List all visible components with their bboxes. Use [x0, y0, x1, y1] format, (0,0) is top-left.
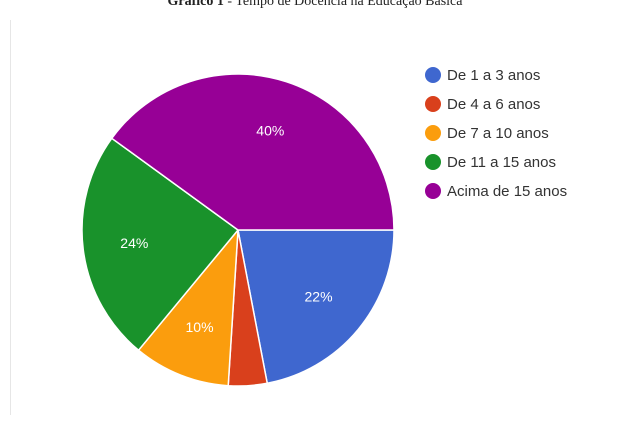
slice-label-de-11-a-15-anos: 24%: [120, 235, 148, 251]
pie-slice-de-11-a-15-anos: [81, 137, 240, 352]
slice-label-de-1-a-3-anos: 22%: [305, 289, 333, 305]
legend-marker-de-4-a-6-anos: [425, 96, 441, 112]
pie-slice-labels: 22% 10% 24% 40%: [120, 123, 332, 336]
pie-slice-acima-de-15-anos: [110, 73, 395, 231]
slice-label-acima-de-15-anos: 40%: [256, 123, 284, 139]
legend-label-de-7-a-10-anos: De 7 a 10 anos: [447, 125, 549, 142]
legend-marker-de-1-a-3-anos: [425, 67, 441, 83]
pie-slices: [81, 73, 395, 387]
legend-label-acima-de-15-anos: Acima de 15 anos: [447, 183, 567, 200]
chart-legend: De 1 a 3 anos De 4 a 6 anos De 7 a 10 anos…: [425, 67, 567, 200]
caption-prefix: Gráfico 1: [167, 0, 224, 9]
slice-label-de-7-a-10-anos: 10%: [186, 319, 214, 335]
chart-caption: Gráfico 1 - Tempo de Docência na Educaçã…: [0, 0, 630, 10]
legend-label-de-11-a-15-anos: De 11 a 15 anos: [447, 154, 556, 171]
pie-slice-de-7-a-10-anos: [137, 227, 239, 387]
pie-slice-de-1-a-3-anos: [237, 229, 395, 385]
legend-label-de-4-a-6-anos: De 4 a 6 anos: [447, 96, 540, 113]
legend-marker-de-7-a-10-anos: [425, 125, 441, 141]
legend-marker-acima-de-15-anos: [425, 183, 441, 199]
legend-marker-de-11-a-15-anos: [425, 154, 441, 170]
legend-label-de-1-a-3-anos: De 1 a 3 anos: [447, 67, 540, 84]
caption-title: - Tempo de Docência na Educação Básica: [223, 0, 463, 9]
frame-divider: [10, 20, 11, 415]
